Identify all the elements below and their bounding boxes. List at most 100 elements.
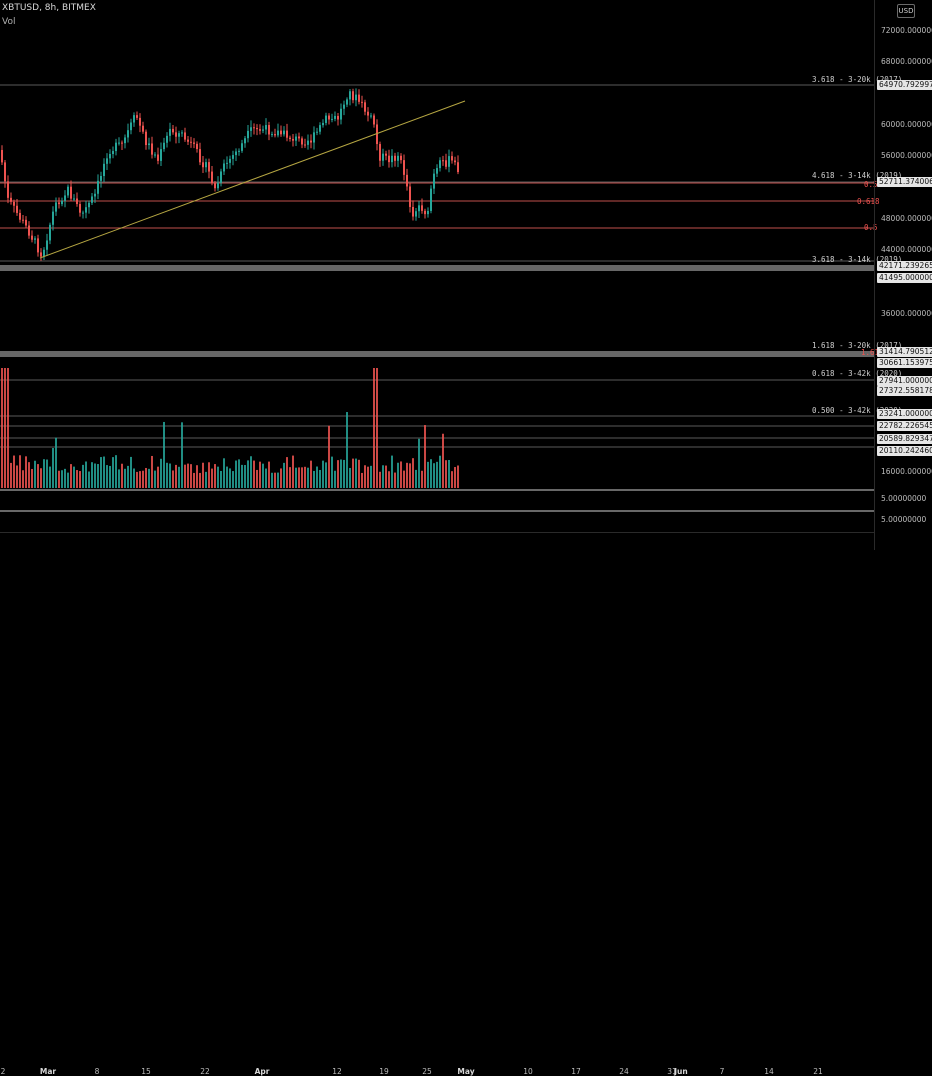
time-label: 14 xyxy=(764,1067,774,1076)
price-tick: 56000.00000000 xyxy=(881,151,932,160)
price-tick: 5.00000000 xyxy=(881,515,927,524)
price-tick: 72000.00000000 xyxy=(881,26,932,35)
time-label: 19 xyxy=(379,1067,389,1076)
candle-body xyxy=(151,143,153,155)
volume-bar xyxy=(358,459,360,488)
volume-bar xyxy=(19,455,21,488)
volume-bar xyxy=(379,471,381,488)
volume-bar xyxy=(139,471,141,488)
volume-bar xyxy=(295,467,297,488)
candle-body xyxy=(310,140,312,143)
price-tick: 68000.00000000 xyxy=(881,57,932,66)
candle-body xyxy=(145,131,147,146)
volume-indicator-label[interactable]: Vol xyxy=(2,17,16,27)
volume-bar xyxy=(340,459,342,488)
candle-body xyxy=(334,115,336,119)
candle-body xyxy=(184,132,186,140)
volume-bar xyxy=(217,466,219,488)
candle-body xyxy=(130,122,132,131)
volume-bar xyxy=(262,463,264,488)
candle-body xyxy=(52,211,54,225)
candle-body xyxy=(196,143,198,150)
time-label: 12 xyxy=(332,1067,342,1076)
time-axis[interactable]: 2 Mar 8 15 22 Apr 12 19 25 May 10 17 24 … xyxy=(0,532,874,1076)
volume-bar xyxy=(16,465,18,488)
volume-bar xyxy=(289,467,291,488)
volume-bar xyxy=(46,459,48,488)
candle-body xyxy=(430,188,432,211)
level-label-4618-2019: 4.618 - 3-14k (2019) xyxy=(812,171,903,180)
volume-bar xyxy=(181,422,183,488)
price-axis[interactable]: USD 72000.00000000 68000.00000000 60000.… xyxy=(874,0,932,550)
candlestick-chart[interactable] xyxy=(0,0,874,532)
candle-body xyxy=(226,162,228,164)
candle-body xyxy=(409,186,411,207)
level-label-0-618: 0.618 xyxy=(857,197,880,206)
volume-bar xyxy=(118,469,120,488)
volume-bar xyxy=(397,462,399,488)
candle-body xyxy=(292,138,294,141)
time-label: 17 xyxy=(571,1067,581,1076)
price-tick: 48000.00000000 xyxy=(881,214,932,223)
volume-bar xyxy=(403,470,405,488)
candle-body xyxy=(7,181,9,198)
volume-bar xyxy=(166,462,168,488)
volume-bar xyxy=(208,462,210,488)
candle-body xyxy=(49,224,51,241)
volume-bar xyxy=(58,470,60,488)
time-label: May xyxy=(457,1067,475,1076)
volume-bar xyxy=(85,461,87,488)
candle-body xyxy=(442,160,444,162)
candle-body xyxy=(175,132,177,137)
candle-body xyxy=(250,127,252,131)
level-label-0500-2020: 0.500 - 3-42k (2020) xyxy=(812,406,903,415)
volume-bar xyxy=(382,465,384,488)
volume-bar xyxy=(454,467,456,488)
candle-body xyxy=(16,205,18,213)
volume-bar xyxy=(433,463,435,488)
chart-area[interactable]: XBTUSD, 8h, BITMEX Vol 3.618 - 3-20k (20… xyxy=(0,0,902,532)
volume-bar xyxy=(250,456,252,488)
candle-body xyxy=(286,130,288,138)
volume-bar xyxy=(142,470,144,488)
volume-bar xyxy=(334,470,336,488)
volume-bar xyxy=(280,468,282,488)
volume-bar xyxy=(76,470,78,488)
time-label: Jun xyxy=(674,1067,688,1076)
candle-body xyxy=(160,149,162,161)
candle-body xyxy=(376,124,378,145)
volume-bar xyxy=(445,460,447,488)
currency-button[interactable]: USD xyxy=(897,4,915,18)
candle-body xyxy=(46,240,48,250)
candle-body xyxy=(424,210,426,215)
volume-bar xyxy=(109,465,111,488)
volume-bar xyxy=(346,412,348,488)
candle-body xyxy=(397,155,399,161)
volume-bar xyxy=(67,472,69,488)
volume-bar xyxy=(55,437,57,488)
volume-bar xyxy=(442,433,444,488)
trendline xyxy=(39,100,466,259)
volume-bar xyxy=(418,438,420,488)
volume-bar xyxy=(193,472,195,488)
volume-bar xyxy=(103,456,105,488)
candle-body xyxy=(454,160,456,163)
price-tick: 5.00000000 xyxy=(881,494,927,503)
candle-body xyxy=(367,111,369,116)
volume-bar xyxy=(247,460,249,488)
volume-bar xyxy=(310,460,312,488)
volume-bar xyxy=(292,455,294,488)
candle-body xyxy=(118,142,120,144)
candle-body xyxy=(229,158,231,163)
candle-body xyxy=(400,155,402,161)
symbol-title[interactable]: XBTUSD, 8h, BITMEX xyxy=(2,3,96,13)
candle-body xyxy=(313,132,315,143)
volume-bar xyxy=(391,455,393,488)
volume-bar xyxy=(94,463,96,488)
candle-body xyxy=(280,130,282,135)
candle-body xyxy=(40,252,42,257)
price-label: 27372.55817875 xyxy=(877,386,932,396)
volume-bar xyxy=(73,466,75,488)
volume-bar xyxy=(448,459,450,488)
volume-bar xyxy=(79,471,81,488)
